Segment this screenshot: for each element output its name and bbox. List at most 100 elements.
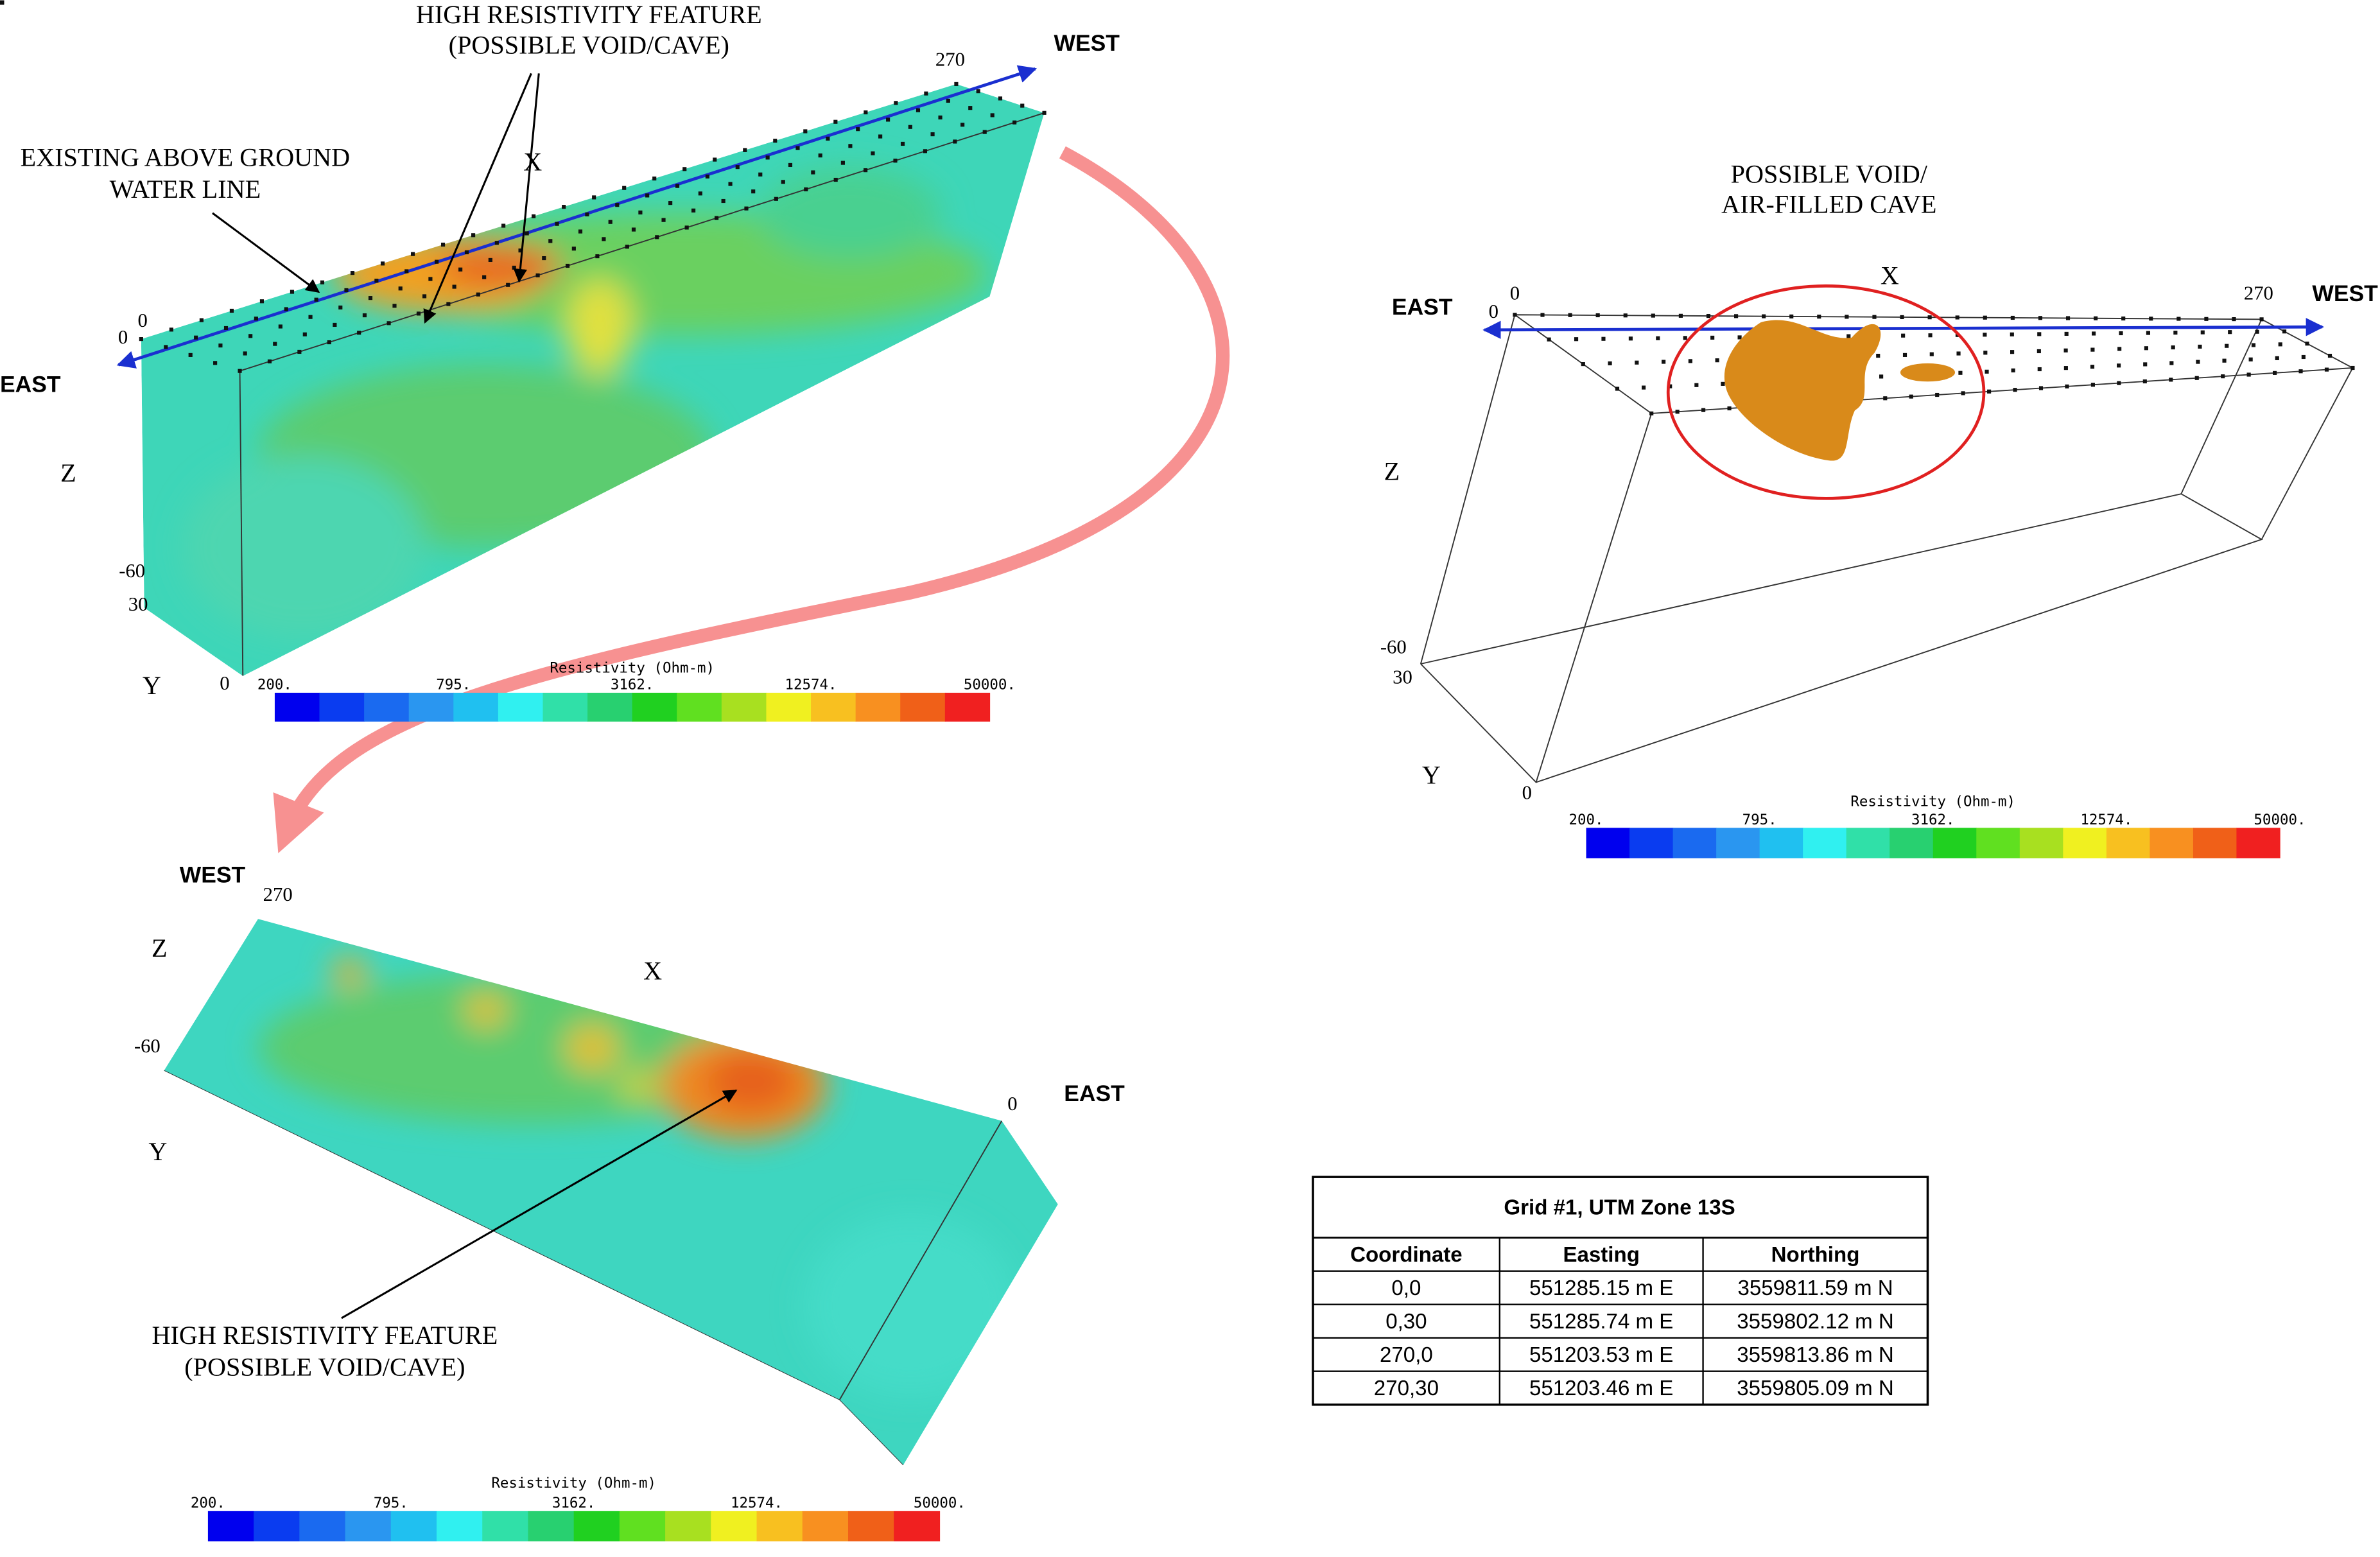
- electrode: [2251, 343, 2256, 347]
- table-cell: 3559805.09 m N: [1737, 1377, 1894, 1400]
- electrode: [1623, 313, 1628, 318]
- label: 270: [263, 883, 293, 905]
- electrode: [2221, 374, 2225, 379]
- electrode: [532, 214, 536, 218]
- electrode: [1909, 394, 1913, 399]
- electrode: [774, 196, 778, 201]
- colorbar-swatch: [2106, 828, 2151, 858]
- electrode: [1574, 337, 1579, 342]
- colorbar-swatch: [498, 692, 544, 722]
- electrode: [803, 129, 808, 134]
- electrode: [625, 245, 629, 249]
- electrode: [501, 223, 506, 228]
- electrode: [1706, 314, 1711, 318]
- colorbar-swatch: [2019, 828, 2064, 858]
- electrode: [2064, 331, 2069, 336]
- colorbar-swatch: [711, 1511, 758, 1542]
- electrode: [2255, 329, 2259, 334]
- electrode: [2225, 344, 2229, 348]
- electrode: [833, 177, 838, 182]
- colorbar-swatch: [1976, 828, 2020, 858]
- electrode: [1733, 314, 1739, 318]
- annotation-arrow: [513, 73, 540, 283]
- colorbar-swatch: [319, 692, 365, 722]
- electrode: [652, 176, 657, 181]
- electrode: [608, 220, 612, 224]
- colorbar-swatch: [207, 1511, 254, 1542]
- label: Z: [1384, 457, 1400, 486]
- electrode: [938, 115, 942, 120]
- electrode: [886, 117, 890, 122]
- label: EAST: [1392, 294, 1453, 320]
- electrode: [188, 352, 193, 357]
- electrode: [2196, 360, 2200, 364]
- label: POSSIBLE VOID/: [1731, 159, 1928, 188]
- electrode: [2037, 332, 2042, 336]
- electrode: [1715, 358, 1719, 363]
- label: WATER LINE: [110, 175, 261, 204]
- electrode: [2204, 317, 2209, 321]
- electrode: [1513, 313, 1517, 317]
- electrode: [744, 206, 749, 211]
- electrode: [684, 225, 689, 230]
- colorbar-swatch: [2193, 828, 2237, 858]
- electrode: [1901, 333, 1906, 338]
- volume-bottom-left: [164, 919, 1058, 1466]
- electrode: [638, 210, 643, 215]
- colorbar-swatch: [482, 1511, 529, 1542]
- colorbar-tick-label: 3162.: [1911, 812, 1955, 828]
- electrode: [416, 311, 421, 316]
- electrode: [1710, 335, 1715, 340]
- electrode: [2094, 316, 2098, 320]
- electrode: [302, 332, 307, 336]
- electrode: [714, 216, 719, 220]
- electrode: [308, 315, 313, 319]
- electrode: [452, 284, 456, 289]
- electrode: [1668, 384, 1672, 388]
- electrode: [2117, 381, 2121, 385]
- electrode: [320, 280, 325, 284]
- electrode: [595, 254, 600, 259]
- label: X: [643, 957, 662, 986]
- colorbar-tick-label: 50000.: [2254, 812, 2306, 828]
- electrode: [482, 275, 487, 279]
- colorbar-swatch: [847, 1511, 894, 1542]
- electrode: [602, 237, 606, 241]
- electrode: [2298, 369, 2303, 374]
- colorbar-swatch: [802, 1511, 849, 1542]
- colorbar-swatch: [1846, 828, 1890, 858]
- label: 30: [1393, 666, 1412, 688]
- label: WEST: [1054, 30, 1120, 56]
- colorbar-swatch: [1716, 828, 1760, 858]
- electrode: [1961, 391, 1965, 396]
- electrode: [1688, 359, 1692, 363]
- electrode: [542, 256, 546, 261]
- table-title: Grid #1, UTM Zone 13S: [1504, 1196, 1735, 1219]
- electrode: [840, 161, 845, 165]
- colorbar-swatch: [1889, 828, 1934, 858]
- colorbar-tick-label: 200.: [1569, 812, 1604, 828]
- colorbar-swatch: [1586, 828, 1630, 858]
- electrode: [476, 292, 480, 297]
- label: HIGH RESISTIVITY FEATURE: [152, 1321, 498, 1350]
- colorbar-swatch: [894, 1511, 941, 1542]
- electrode: [2119, 331, 2123, 336]
- colorbar-swatch: [2236, 828, 2280, 858]
- electrode: [894, 101, 898, 105]
- electrode: [804, 187, 808, 191]
- electrode: [675, 184, 680, 188]
- electrode: [743, 148, 747, 152]
- electrode: [494, 241, 499, 245]
- colorbar-swatch: [1803, 828, 1847, 858]
- electrode: [735, 165, 740, 170]
- electrodes: [0, 0, 4, 5]
- colorbar-swatch: [1629, 828, 1674, 858]
- label: -60: [134, 1035, 161, 1057]
- electrode: [290, 290, 295, 294]
- wireframe-top-right: [1420, 314, 2355, 783]
- label: (POSSIBLE VOID/CAVE): [449, 30, 729, 59]
- colorbar-swatch: [274, 692, 320, 722]
- electrode: [1817, 315, 1821, 319]
- table-cell: 0,30: [1385, 1310, 1427, 1334]
- electrode: [2275, 356, 2279, 360]
